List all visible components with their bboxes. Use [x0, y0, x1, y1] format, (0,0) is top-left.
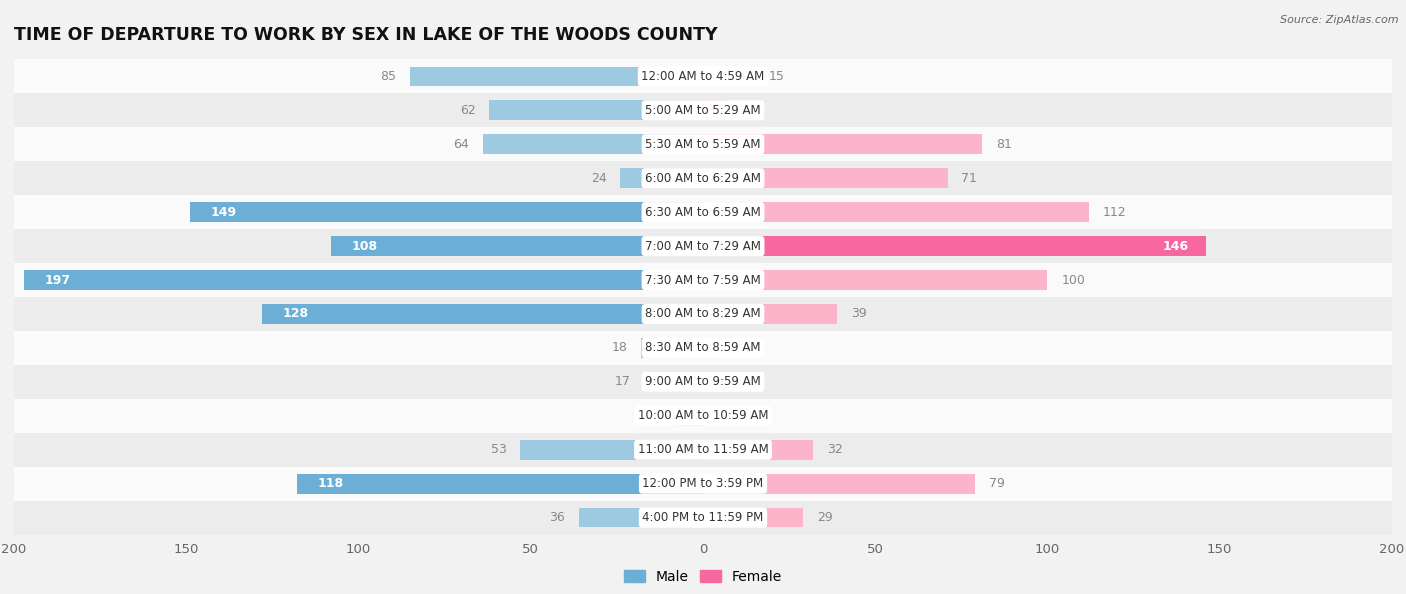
Legend: Male, Female: Male, Female	[619, 564, 787, 589]
Bar	[641, 338, 703, 358]
Text: 5:30 AM to 5:59 AM: 5:30 AM to 5:59 AM	[645, 138, 761, 151]
Bar	[411, 67, 703, 86]
Bar	[14, 263, 1392, 297]
Bar	[14, 365, 1392, 399]
Bar	[520, 440, 703, 460]
Text: 8:00 AM to 8:29 AM: 8:00 AM to 8:29 AM	[645, 308, 761, 321]
Text: TIME OF DEPARTURE TO WORK BY SEX IN LAKE OF THE WOODS COUNTY: TIME OF DEPARTURE TO WORK BY SEX IN LAKE…	[14, 26, 717, 44]
Bar	[14, 331, 1392, 365]
Text: 32: 32	[827, 443, 842, 456]
Text: 10:00 AM to 10:59 AM: 10:00 AM to 10:59 AM	[638, 409, 768, 422]
Bar	[703, 203, 1088, 222]
Bar	[703, 134, 981, 154]
Bar	[14, 195, 1392, 229]
Text: 53: 53	[491, 443, 506, 456]
Text: 108: 108	[352, 239, 378, 252]
Text: 146: 146	[1163, 239, 1188, 252]
Text: 12:00 PM to 3:59 PM: 12:00 PM to 3:59 PM	[643, 477, 763, 490]
Bar	[482, 134, 703, 154]
Text: 6:00 AM to 6:29 AM: 6:00 AM to 6:29 AM	[645, 172, 761, 185]
Text: 81: 81	[995, 138, 1012, 151]
Text: 79: 79	[988, 477, 1005, 490]
Text: 71: 71	[962, 172, 977, 185]
Bar	[262, 304, 703, 324]
Text: 0: 0	[717, 375, 724, 388]
Bar	[14, 433, 1392, 467]
Bar	[14, 127, 1392, 161]
Bar	[703, 338, 724, 358]
Bar	[703, 270, 1047, 290]
Bar	[14, 297, 1392, 331]
Bar	[14, 59, 1392, 93]
Text: 29: 29	[817, 511, 832, 524]
Bar	[190, 203, 703, 222]
Bar	[330, 236, 703, 256]
Text: 112: 112	[1102, 206, 1126, 219]
Bar	[297, 474, 703, 494]
Text: 7: 7	[741, 104, 749, 117]
Text: 17: 17	[614, 375, 631, 388]
Bar	[489, 100, 703, 120]
Text: 62: 62	[460, 104, 475, 117]
Bar	[703, 67, 755, 86]
Bar	[703, 474, 976, 494]
Bar	[644, 372, 703, 391]
Text: 39: 39	[851, 308, 868, 321]
Text: 15: 15	[769, 70, 785, 83]
Bar	[620, 168, 703, 188]
Text: 8: 8	[654, 409, 662, 422]
Text: 6: 6	[738, 342, 745, 355]
Text: 149: 149	[211, 206, 236, 219]
Bar	[14, 467, 1392, 501]
Bar	[703, 304, 838, 324]
Text: 128: 128	[283, 308, 309, 321]
Text: 8:30 AM to 8:59 AM: 8:30 AM to 8:59 AM	[645, 342, 761, 355]
Text: 12:00 AM to 4:59 AM: 12:00 AM to 4:59 AM	[641, 70, 765, 83]
Text: 4:00 PM to 11:59 PM: 4:00 PM to 11:59 PM	[643, 511, 763, 524]
Text: 197: 197	[45, 273, 72, 286]
Text: 24: 24	[591, 172, 606, 185]
Text: 7:30 AM to 7:59 AM: 7:30 AM to 7:59 AM	[645, 273, 761, 286]
Bar	[703, 236, 1206, 256]
Bar	[24, 270, 703, 290]
Text: 36: 36	[550, 511, 565, 524]
Bar	[14, 93, 1392, 127]
Text: 85: 85	[381, 70, 396, 83]
Text: 18: 18	[612, 342, 627, 355]
Text: 7:00 AM to 7:29 AM: 7:00 AM to 7:29 AM	[645, 239, 761, 252]
Text: 9:00 AM to 9:59 AM: 9:00 AM to 9:59 AM	[645, 375, 761, 388]
Text: 6:30 AM to 6:59 AM: 6:30 AM to 6:59 AM	[645, 206, 761, 219]
Bar	[14, 161, 1392, 195]
Bar	[14, 229, 1392, 263]
Text: 5:00 AM to 5:29 AM: 5:00 AM to 5:29 AM	[645, 104, 761, 117]
Text: 64: 64	[453, 138, 468, 151]
Text: Source: ZipAtlas.com: Source: ZipAtlas.com	[1281, 15, 1399, 25]
Bar	[14, 501, 1392, 535]
Bar	[703, 100, 727, 120]
Text: 100: 100	[1062, 273, 1085, 286]
Text: 118: 118	[318, 477, 343, 490]
Bar	[703, 168, 948, 188]
Text: 11:00 AM to 11:59 AM: 11:00 AM to 11:59 AM	[638, 443, 768, 456]
Bar	[675, 406, 703, 426]
Text: 0: 0	[717, 409, 724, 422]
Bar	[703, 440, 813, 460]
Bar	[703, 508, 803, 527]
Bar	[579, 508, 703, 527]
Bar	[14, 399, 1392, 433]
